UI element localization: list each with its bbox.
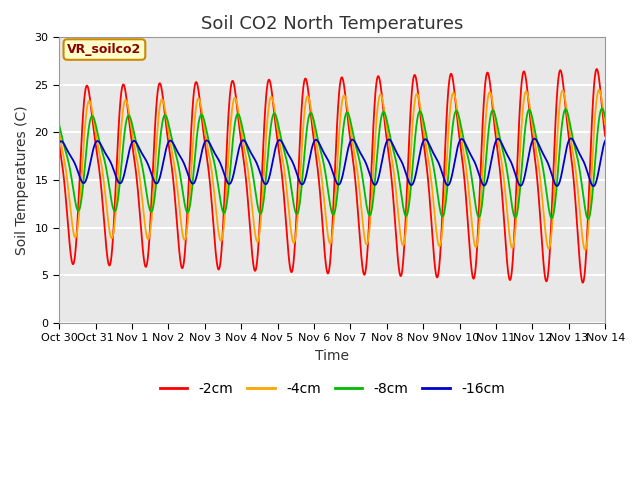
-16cm: [589, 183, 597, 189]
Line: -16cm: -16cm: [59, 138, 605, 186]
-8cm: [553, 183, 561, 189]
-16cm: [348, 137, 355, 143]
Y-axis label: Soil Temperatures (C): Soil Temperatures (C): [15, 105, 29, 255]
-2cm: [553, 96, 561, 102]
-2cm: [568, 160, 576, 166]
Text: VR_soilco2: VR_soilco2: [67, 43, 141, 56]
-4cm: [360, 228, 367, 233]
-4cm: [601, 121, 609, 127]
-8cm: [491, 110, 499, 116]
-16cm: [491, 142, 499, 148]
Title: Soil CO2 North Temperatures: Soil CO2 North Temperatures: [201, 15, 463, 33]
-16cm: [360, 156, 367, 161]
-8cm: [55, 121, 63, 127]
-16cm: [568, 136, 576, 142]
-4cm: [568, 144, 576, 149]
-2cm: [207, 195, 215, 201]
-16cm: [207, 144, 215, 149]
-16cm: [567, 135, 575, 141]
Line: -4cm: -4cm: [59, 90, 605, 250]
-2cm: [360, 271, 367, 276]
X-axis label: Time: Time: [316, 348, 349, 362]
-4cm: [55, 129, 63, 135]
-2cm: [55, 141, 63, 146]
Legend: -2cm, -4cm, -8cm, -16cm: -2cm, -4cm, -8cm, -16cm: [154, 376, 511, 401]
-16cm: [601, 138, 609, 144]
-8cm: [601, 114, 609, 120]
Line: -8cm: -8cm: [59, 108, 605, 219]
-4cm: [207, 166, 215, 171]
-8cm: [360, 182, 367, 188]
-16cm: [55, 140, 63, 146]
-8cm: [568, 131, 576, 137]
Line: -2cm: -2cm: [59, 69, 605, 283]
-8cm: [207, 148, 215, 154]
-2cm: [348, 147, 355, 153]
-8cm: [598, 106, 606, 111]
-8cm: [584, 216, 592, 222]
-2cm: [491, 123, 499, 129]
-8cm: [348, 124, 355, 130]
-4cm: [491, 113, 499, 119]
-4cm: [595, 87, 603, 93]
-2cm: [579, 280, 587, 286]
-16cm: [553, 183, 561, 189]
-4cm: [581, 247, 589, 252]
-2cm: [593, 66, 600, 72]
-4cm: [348, 134, 355, 140]
-4cm: [553, 144, 561, 149]
-2cm: [601, 133, 609, 139]
